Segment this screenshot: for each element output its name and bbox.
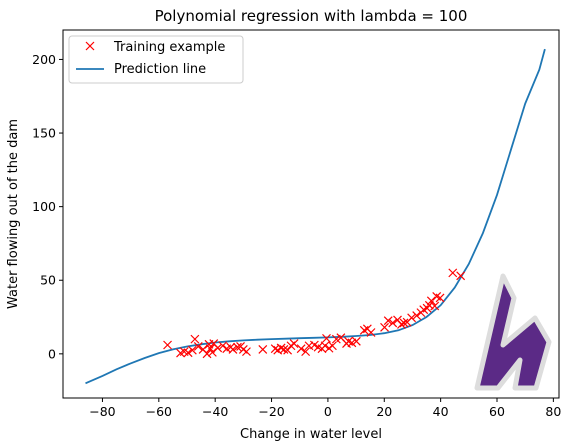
chart-title: Polynomial regression with lambda = 100: [155, 7, 468, 25]
training-point: [435, 293, 445, 303]
training-point: [327, 341, 337, 351]
training-point: [456, 271, 466, 281]
training-point: [320, 341, 330, 351]
training-point: [296, 344, 306, 354]
training-point: [388, 318, 398, 328]
plot-frame: [62, 29, 560, 399]
y-tick-label: 50: [40, 273, 56, 288]
training-point: [183, 348, 193, 358]
training-point: [426, 296, 436, 306]
training-point: [190, 334, 200, 344]
training-point: [276, 343, 286, 353]
training-point: [258, 344, 268, 354]
y-tick-label: 0: [48, 346, 56, 361]
training-point: [322, 333, 331, 343]
y-tick-label: 200: [32, 52, 56, 67]
legend-box: [68, 35, 244, 84]
x-tick-label: −40: [202, 404, 228, 419]
training-point: [289, 339, 299, 348]
training-point: [380, 322, 389, 332]
training-point: [448, 268, 458, 278]
training-point: [397, 319, 406, 329]
training-point: [366, 328, 376, 337]
training-point: [359, 325, 369, 335]
logo-watermark: [474, 273, 552, 391]
legend-label-training: Training example: [113, 40, 225, 55]
x-tick-label: 20: [376, 404, 392, 419]
x-tick-label: 40: [433, 404, 449, 419]
x-tick-label: −20: [258, 404, 284, 419]
x-tick-label: −60: [146, 404, 172, 419]
training-point: [218, 341, 228, 351]
y-axis-label: Water flowing out of the dam: [6, 119, 21, 309]
x-tick-label: 80: [545, 404, 561, 419]
x-axis-label: Change in water level: [240, 427, 382, 442]
training-point: [383, 316, 393, 326]
x-tick-label: 0: [324, 404, 332, 419]
legend-label-prediction: Prediction line: [114, 62, 206, 77]
training-example-series: [163, 268, 466, 359]
prediction-line-series: [85, 48, 546, 385]
training-point: [202, 349, 212, 359]
legend: Training example Prediction line: [68, 35, 244, 84]
axis-ticks: −80 −60 −40 −20 0 20 40 60 80 0 50 100 150 200: [32, 52, 561, 419]
training-point: [301, 347, 311, 357]
y-tick-label: 100: [32, 199, 56, 214]
training-point: [187, 345, 197, 355]
training-point: [412, 311, 422, 320]
training-point: [228, 344, 238, 354]
training-point: [163, 340, 172, 350]
training-point: [233, 342, 242, 352]
training-point: [193, 342, 203, 351]
training-point: [213, 343, 223, 353]
prediction-line: [85, 48, 546, 385]
training-point: [399, 318, 409, 328]
training-point: [279, 344, 289, 354]
training-point: [242, 347, 251, 357]
x-tick-label: 60: [489, 404, 505, 419]
legend-marker-training: [85, 41, 95, 51]
training-point: [430, 301, 440, 311]
y-tick-label: 150: [32, 126, 56, 141]
x-tick-label: −80: [89, 404, 115, 419]
training-point: [351, 336, 361, 346]
training-point: [407, 313, 417, 323]
training-point: [207, 347, 217, 357]
